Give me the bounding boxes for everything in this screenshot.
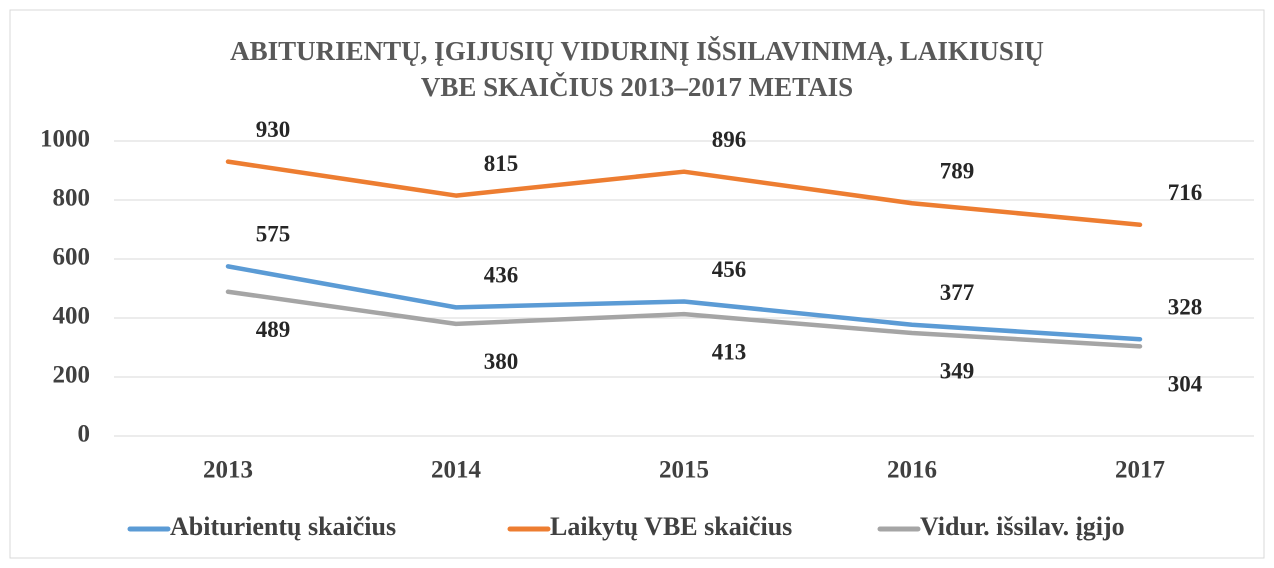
data-label: 575	[256, 222, 291, 247]
chart-border	[9, 9, 1265, 559]
y-tick-label: 0	[78, 421, 91, 448]
data-label: 304	[1168, 372, 1203, 397]
y-tick-label: 200	[53, 362, 91, 389]
chart-title: VBE SKAIČIUS 2013–2017 METAIS	[421, 72, 853, 102]
legend-label: Abiturientų skaičius	[170, 512, 396, 541]
series-line	[225, 159, 1143, 228]
legend-label: Laikytų VBE skaičius	[550, 512, 792, 541]
y-tick-label: 800	[53, 185, 91, 212]
y-tick-label: 400	[53, 303, 91, 330]
data-label: 896	[712, 127, 747, 152]
y-tick-label: 600	[53, 244, 91, 271]
data-label: 930	[256, 117, 291, 142]
data-label: 380	[484, 349, 519, 374]
y-tick-label: 1000	[40, 126, 90, 153]
data-label: 436	[484, 263, 519, 288]
data-label: 413	[712, 339, 747, 364]
data-label: 789	[940, 159, 975, 184]
series-line	[225, 264, 1143, 342]
data-label: 716	[1168, 180, 1203, 205]
x-tick-label: 2017	[1115, 457, 1165, 484]
series-line	[225, 289, 1143, 349]
data-label: 328	[1168, 295, 1203, 320]
data-label: 815	[484, 151, 519, 176]
legend-label: Vidur. išsilav. įgijo	[920, 512, 1125, 541]
data-label: 456	[712, 257, 747, 282]
data-label: 489	[256, 317, 291, 342]
x-tick-label: 2015	[659, 457, 709, 484]
data-label: 349	[940, 358, 975, 383]
x-tick-label: 2016	[887, 457, 937, 484]
x-tick-label: 2014	[431, 457, 482, 484]
chart-title: ABITURIENTŲ, ĮGIJUSIŲ VIDURINĮ IŠSILAVIN…	[230, 36, 1044, 66]
data-label: 377	[940, 280, 975, 305]
x-tick-label: 2013	[203, 457, 253, 484]
